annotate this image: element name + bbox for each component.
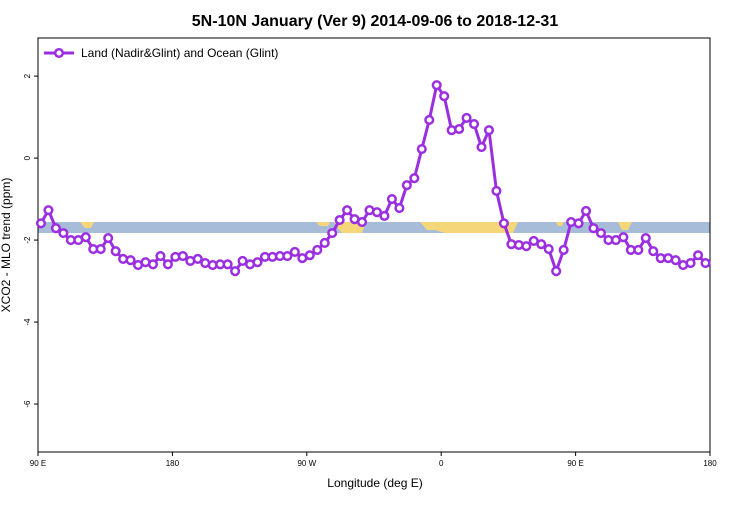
point bbox=[222, 259, 233, 270]
point bbox=[581, 205, 592, 217]
point bbox=[58, 228, 69, 239]
point bbox=[588, 223, 599, 234]
chart-title: 5N-10N January (Ver 9) 2014-09-06 to 201… bbox=[192, 13, 559, 30]
point bbox=[334, 214, 345, 226]
land bbox=[556, 222, 564, 226]
point bbox=[640, 232, 651, 244]
point bbox=[670, 255, 681, 266]
land bbox=[618, 222, 632, 230]
point bbox=[80, 232, 91, 243]
point bbox=[558, 244, 569, 255]
point bbox=[521, 241, 532, 252]
point bbox=[327, 228, 338, 239]
x-axis-label: Longitude (deg E) bbox=[327, 476, 422, 490]
x-tick-label: 180 bbox=[166, 459, 180, 468]
x-tick-label: 90 W bbox=[297, 459, 316, 468]
point bbox=[454, 123, 465, 135]
point bbox=[357, 216, 368, 228]
point bbox=[416, 144, 427, 155]
point bbox=[424, 114, 435, 126]
point bbox=[469, 119, 480, 130]
point bbox=[289, 246, 300, 258]
ocean-band bbox=[38, 222, 710, 233]
y-tick-label: -2 bbox=[23, 236, 32, 244]
y-axis-label: XCO2 - MLO trend (ppm) bbox=[0, 178, 13, 313]
point bbox=[125, 255, 136, 266]
point bbox=[110, 246, 121, 257]
x-tick-label: 90 E bbox=[567, 459, 583, 468]
y-tick-label: -6 bbox=[23, 400, 32, 408]
point bbox=[394, 203, 405, 214]
point bbox=[401, 180, 412, 191]
point bbox=[573, 218, 584, 229]
point bbox=[618, 232, 629, 243]
point bbox=[551, 266, 562, 277]
plot-frame bbox=[37, 37, 711, 453]
point bbox=[304, 250, 315, 261]
point bbox=[633, 244, 644, 255]
y-tick-label: 0 bbox=[23, 155, 32, 160]
point bbox=[35, 218, 47, 229]
map-strip bbox=[38, 222, 710, 233]
point bbox=[342, 205, 353, 216]
point bbox=[483, 125, 495, 136]
point bbox=[543, 244, 554, 255]
point bbox=[192, 253, 203, 264]
point bbox=[700, 257, 711, 269]
point bbox=[252, 257, 263, 268]
point bbox=[147, 259, 159, 270]
x-tick-label: 90 E bbox=[30, 459, 46, 468]
point bbox=[155, 251, 166, 262]
point bbox=[50, 223, 61, 234]
point bbox=[409, 173, 420, 184]
x-tick-label: 180 bbox=[703, 459, 717, 468]
point bbox=[312, 244, 323, 255]
point bbox=[162, 259, 173, 270]
point bbox=[103, 232, 114, 244]
point bbox=[431, 80, 442, 91]
y-tick-label: 2 bbox=[23, 73, 32, 78]
point bbox=[693, 250, 704, 261]
point bbox=[230, 266, 241, 277]
x-tick-label: 0 bbox=[439, 459, 444, 468]
point bbox=[498, 218, 509, 229]
land bbox=[420, 222, 518, 233]
legend-label: Land (Nadir&Glint) and Ocean (Glint) bbox=[81, 46, 278, 60]
point bbox=[595, 228, 607, 239]
point bbox=[476, 141, 487, 153]
point bbox=[43, 205, 54, 216]
land bbox=[316, 222, 330, 226]
point bbox=[685, 257, 696, 269]
point bbox=[439, 91, 450, 102]
point bbox=[491, 185, 502, 196]
point bbox=[461, 112, 472, 123]
point bbox=[177, 251, 188, 262]
point bbox=[648, 246, 659, 257]
y-tick-label: -4 bbox=[23, 318, 32, 326]
point bbox=[536, 239, 547, 250]
point bbox=[386, 194, 397, 205]
point bbox=[95, 244, 106, 255]
point bbox=[371, 207, 383, 218]
point bbox=[379, 210, 390, 221]
land bbox=[80, 222, 94, 228]
legend-marker bbox=[53, 47, 65, 59]
point bbox=[319, 237, 330, 249]
point bbox=[282, 251, 293, 262]
